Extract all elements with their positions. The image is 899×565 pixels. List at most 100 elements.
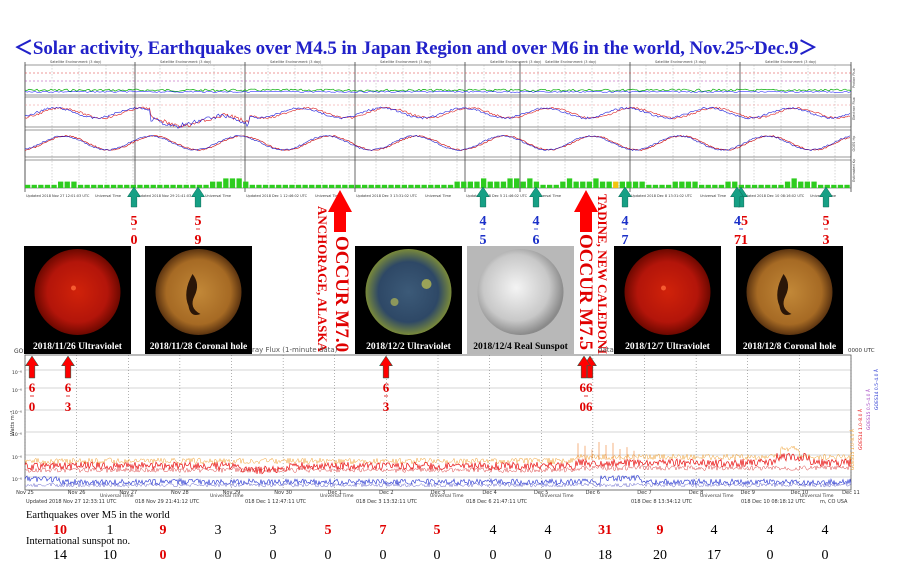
sunspot-count: 10 — [103, 548, 117, 563]
kp-bar — [685, 181, 692, 188]
kp-bar — [163, 184, 170, 188]
xray-xtick: Dec 10 — [791, 490, 809, 496]
top-updated-label: Updated 2018 Dec 10 08:16:02 UTC — [741, 194, 805, 198]
world-quake-magnitude-top: 6 — [29, 380, 36, 395]
kp-bar — [223, 178, 229, 188]
green-up-arrow-icon — [819, 186, 833, 208]
kp-bar — [520, 181, 526, 188]
kp-bar — [679, 181, 685, 188]
kp-bar — [560, 181, 566, 188]
sun-disk — [34, 249, 121, 335]
xray-trace — [24, 482, 852, 488]
xray-ytick: 10⁻⁶ — [12, 432, 22, 438]
universal-time-label: Universal Time — [320, 493, 354, 499]
kp-bar — [302, 184, 308, 188]
sun-image: 2018/12/7 Ultraviolet — [614, 246, 721, 354]
panel-title: Satellite Environment (3 day) — [655, 60, 707, 64]
kp-bar — [25, 184, 31, 188]
xray-xtick: Dec 6 — [586, 490, 600, 496]
kp-bar — [712, 184, 718, 188]
green-up-arrow-icon — [191, 186, 205, 208]
kp-bar — [64, 181, 70, 188]
kp-bar — [256, 184, 262, 188]
japan-quake-magnitude-bottom: 71 — [734, 233, 748, 248]
kp-bar — [170, 184, 176, 188]
earthquake-count: 5 — [434, 523, 441, 538]
universal-time-label: Universal Time — [100, 493, 134, 499]
earthquake-count: 3 — [215, 523, 222, 538]
kp-bar — [547, 184, 553, 188]
kp-bar — [177, 184, 183, 188]
universal-time-label: Universal Time — [205, 194, 231, 198]
kp-bar — [441, 184, 447, 188]
sun-images: 2018/11/26 Ultraviolet 2018/11/28 Coronal… — [24, 246, 843, 354]
kp-bar — [705, 184, 711, 188]
kp-bar — [262, 184, 269, 188]
kp-bar — [329, 184, 335, 188]
earthquake-count: 4 — [545, 523, 552, 538]
japan-quake-magnitude-top: 4 — [480, 214, 487, 229]
kp-bar — [626, 181, 632, 188]
kp-bar — [599, 181, 606, 188]
bottom-table: Earthquakes over M5 in the world Interna… — [26, 510, 829, 563]
xray-updated-label: 018 Dec 3 13:32:11 UTC — [356, 499, 418, 505]
kp-bar — [269, 184, 275, 188]
xray-updated-label: 018 Dec 10 08:18:12 UTC — [741, 499, 806, 505]
world-quake-magnitude-top: 66 — [580, 380, 594, 395]
green-up-arrow-icon — [476, 186, 490, 208]
world-quake-magnitude-top: 6 — [65, 380, 72, 395]
kp-bar — [481, 178, 487, 188]
kp-bar — [229, 178, 236, 188]
sun-image-caption: 2018/11/28 Coronal hole — [150, 342, 247, 352]
xray-ytick: 10⁻⁶ — [12, 410, 22, 416]
sunspot-count: 0 — [325, 548, 332, 563]
xray-xtick: Nov 28 — [171, 490, 189, 496]
xray-trace — [24, 452, 852, 475]
panel-title: Satellite Environment (3 day) — [380, 60, 432, 64]
world-quake-magnitude-bottom: 3 — [383, 399, 390, 414]
kp-bar — [593, 178, 599, 188]
kp-bar — [216, 181, 222, 188]
kp-bar — [765, 184, 771, 188]
kp-bar — [295, 184, 302, 188]
kp-bar — [844, 184, 850, 188]
universal-time-label: Universal Time — [210, 493, 244, 499]
xray-title-right: data) — [598, 346, 617, 354]
sun-disk — [365, 249, 452, 335]
xray-updated-label: 018 Nov 29 21:41:12 UTC — [135, 499, 200, 505]
kp-bar — [157, 184, 163, 188]
japan-quake-magnitude-bottom: 6 — [533, 233, 540, 248]
kp-bar — [44, 184, 51, 188]
kp-bar — [117, 184, 123, 188]
kp-bar — [342, 184, 348, 188]
kp-bar — [639, 181, 645, 188]
kp-bar — [309, 184, 315, 188]
page-title: ＜Solar activity, Earthquakes over M4.5 i… — [14, 38, 818, 59]
digit: 4 — [734, 214, 741, 229]
sunspot-count: 17 — [707, 548, 721, 563]
big-quake-alaska: OCCUR M7.0 ANCHORAGE, ALASKA — [315, 190, 352, 353]
kp-bar — [811, 181, 817, 188]
kp-bar — [732, 181, 738, 188]
kp-bar — [335, 184, 341, 188]
xray-ytick: 10⁻⁶ — [12, 455, 22, 461]
earthquake-count: 3 — [270, 523, 277, 538]
satellite-environment-panel: Proton Flux Electron Flux GOES Hp Estimated… — [24, 60, 856, 198]
green-up-arrow-icon — [127, 186, 141, 208]
kp-bar — [421, 184, 427, 188]
xray-trace — [24, 445, 852, 465]
top-subpanel-label: Estimated Kp — [852, 158, 856, 182]
kp-bar — [434, 184, 440, 188]
xray-source: m, CO USA — [820, 499, 848, 505]
xray-legend-entry: GOES14 1.0–8.0 Å — [857, 408, 864, 450]
active-region — [421, 279, 432, 289]
kp-bar — [388, 184, 394, 188]
kp-bar — [540, 184, 546, 188]
universal-time-label: Universal Time — [535, 194, 561, 198]
xray-legend-entry: GOES15 0.5–4.0 Å — [865, 388, 872, 430]
kp-bar — [818, 184, 824, 188]
sun-image: 2018/12/2 Ultraviolet — [355, 246, 462, 354]
earthquake-label: Earthquakes over M5 in the world — [26, 510, 171, 521]
kp-bar — [355, 184, 361, 188]
